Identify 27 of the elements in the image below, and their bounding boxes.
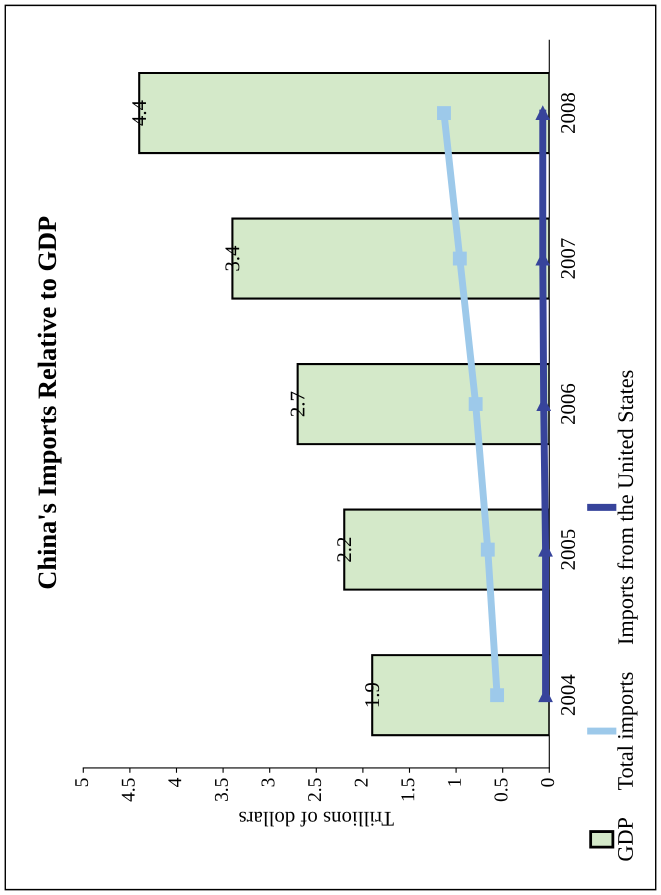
point: [437, 106, 451, 120]
x-tick-label: 4: [168, 778, 182, 787]
x-tick-label: 4.5: [122, 778, 135, 802]
x-tick-label: 2.5: [308, 778, 322, 802]
point: [490, 688, 504, 702]
y-tick-label: 2004: [561, 674, 576, 716]
y-tick-label: 2006: [561, 384, 576, 424]
y-tick-label: 2005: [561, 530, 576, 570]
y-tick-label: 2008: [561, 93, 576, 133]
x-tick-label: 3.5: [214, 778, 228, 802]
x-tick-label: 1.5: [401, 778, 414, 800]
x-tick-label: 2: [354, 778, 368, 786]
legend-label: Total imports: [617, 672, 638, 790]
x-axis-title: Trillions of dollars: [239, 812, 394, 827]
text: China's Imports Relative to GDP: [38, 216, 62, 588]
x-tick-label: 0.5: [494, 778, 508, 802]
legend-label: Imports from the United States: [617, 370, 638, 644]
y-tick-label: 2007: [561, 238, 576, 278]
x-tick-label: 0: [541, 778, 554, 787]
point: [468, 397, 483, 412]
point: [480, 542, 495, 557]
point: [536, 106, 550, 120]
x-tick-label: 1: [448, 778, 461, 786]
x-tick-label: 3: [261, 778, 275, 786]
x-tick-label: 5: [75, 778, 88, 786]
legend-label: GDP: [618, 818, 633, 861]
point: [452, 252, 467, 266]
